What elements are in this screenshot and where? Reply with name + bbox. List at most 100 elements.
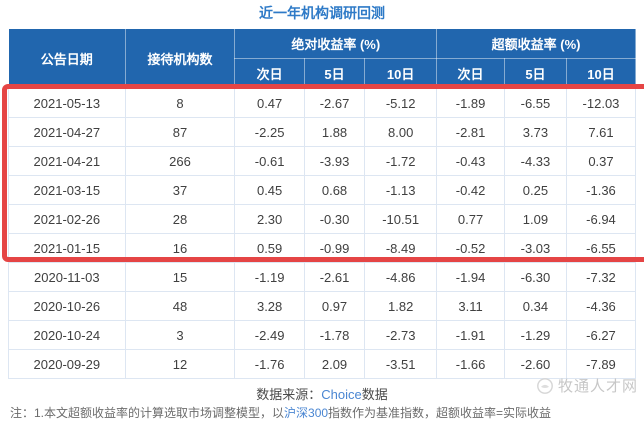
cell-date: 2020-09-29	[8, 349, 126, 379]
cell-value: -2.60	[503, 349, 567, 379]
cell-count: 8	[124, 88, 236, 118]
cell-count: 266	[124, 146, 236, 176]
cell-value: 0.97	[303, 291, 366, 321]
table-row: 2020-10-24 3 -2.49 -1.78 -2.73 -1.91 -1.…	[8, 320, 637, 350]
table-row: 2020-09-29 12 -1.76 2.09 -3.51 -1.66 -2.…	[8, 349, 637, 379]
cell-value: -3.93	[303, 146, 366, 176]
data-source-suffix: 数据	[361, 387, 388, 402]
header-group-absolute-return: 绝对收益率 (%)	[234, 28, 438, 59]
cell-date: 2021-05-13	[8, 88, 126, 118]
cell-value: -2.67	[303, 88, 366, 118]
subheader-exc-next-day: 次日	[436, 58, 505, 89]
cell-value: -6.94	[565, 204, 637, 234]
cell-value: -1.94	[436, 262, 505, 292]
cell-value: 0.45	[234, 175, 305, 205]
table-row: 2021-03-15 37 0.45 0.68 -1.13 -0.42 0.25…	[8, 175, 637, 205]
cell-date: 2020-11-03	[8, 262, 126, 292]
subheader-abs-next-day: 次日	[234, 58, 305, 89]
watermark: 牧通人才网	[536, 375, 638, 396]
header-announce-date: 公告日期	[8, 28, 126, 89]
cell-value: -2.25	[234, 117, 305, 147]
cell-value: 0.77	[436, 204, 505, 234]
cell-value: -1.78	[303, 320, 366, 350]
table-row: 2021-01-15 16 0.59 -0.99 -8.49 -0.52 -3.…	[8, 233, 637, 263]
cell-value: -0.42	[436, 175, 505, 205]
cell-value: -0.43	[436, 146, 505, 176]
cell-value: -6.55	[565, 233, 637, 263]
cell-value: 7.61	[565, 117, 637, 147]
cell-date: 2021-03-15	[8, 175, 126, 205]
cell-value: 3.11	[436, 291, 505, 321]
table-row: 2020-11-03 15 -1.19 -2.61 -4.86 -1.94 -6…	[8, 262, 637, 292]
cell-value: 0.25	[503, 175, 567, 205]
cell-value: -6.27	[565, 320, 637, 350]
cell-value: -1.89	[436, 88, 505, 118]
cell-value: -1.66	[436, 349, 505, 379]
cell-value: 0.37	[565, 146, 637, 176]
watermark-text: 牧通人才网	[557, 378, 638, 395]
cell-value: 0.47	[234, 88, 305, 118]
table-row: 2021-04-27 87 -2.25 1.88 8.00 -2.81 3.73…	[8, 117, 637, 147]
cell-value: -4.36	[565, 291, 637, 321]
table-row: 2021-05-13 8 0.47 -2.67 -5.12 -1.89 -6.5…	[8, 88, 637, 118]
header-group-excess-return: 超额收益率 (%)	[436, 28, 636, 59]
cell-value: 1.82	[364, 291, 438, 321]
table-header: 公告日期 接待机构数 绝对收益率 (%) 超额收益率 (%) 次日 5日 10日…	[8, 28, 637, 89]
cell-value: -3.51	[364, 349, 438, 379]
footnote: 注：1.本文超额收益率的计算选取市场调整模型，以沪深300指数作为基准指数，超额…	[10, 404, 644, 421]
table-row: 2021-02-26 28 2.30 -0.30 -10.51 0.77 1.0…	[8, 204, 637, 234]
cell-value: -0.52	[436, 233, 505, 263]
table-row: 2020-10-26 48 3.28 0.97 1.82 3.11 0.34 -…	[8, 291, 637, 321]
cell-value: -4.86	[364, 262, 438, 292]
cell-value: -1.19	[234, 262, 305, 292]
cell-value: -2.61	[303, 262, 366, 292]
data-source-prefix: 数据来源：	[256, 387, 322, 402]
cell-value: -2.73	[364, 320, 438, 350]
cell-date: 2021-02-26	[8, 204, 126, 234]
cell-value: 2.09	[303, 349, 366, 379]
cell-value: -0.61	[234, 146, 305, 176]
subheader-abs-10-day: 10日	[364, 58, 438, 89]
cell-value: 8.00	[364, 117, 438, 147]
backtest-table-container: 公告日期 接待机构数 绝对收益率 (%) 超额收益率 (%) 次日 5日 10日…	[2, 28, 644, 379]
header-institution-count: 接待机构数	[124, 28, 236, 89]
cell-date: 2020-10-24	[8, 320, 126, 350]
cell-value: -1.29	[503, 320, 567, 350]
cell-value: -10.51	[364, 204, 438, 234]
data-source-line: 数据来源：Choice数据	[0, 385, 644, 405]
cell-value: 0.34	[503, 291, 567, 321]
backtest-table: 公告日期 接待机构数 绝对收益率 (%) 超额收益率 (%) 次日 5日 10日…	[8, 28, 637, 379]
cell-count: 87	[124, 117, 236, 147]
data-source-link[interactable]: Choice	[321, 387, 362, 402]
cell-value: -1.91	[436, 320, 505, 350]
subheader-exc-10-day: 10日	[565, 58, 637, 89]
cell-date: 2021-04-21	[8, 146, 126, 176]
cell-count: 28	[124, 204, 236, 234]
cell-date: 2020-10-26	[8, 291, 126, 321]
cell-count: 12	[124, 349, 236, 379]
cell-value: 1.09	[503, 204, 567, 234]
cell-date: 2021-01-15	[8, 233, 126, 263]
cell-value: -1.76	[234, 349, 305, 379]
watermark-logo-icon	[536, 377, 554, 395]
cell-value: -5.12	[364, 88, 438, 118]
table-row: 2021-04-21 266 -0.61 -3.93 -1.72 -0.43 -…	[8, 146, 637, 176]
subheader-abs-5-day: 5日	[303, 58, 366, 89]
cell-value: -1.13	[364, 175, 438, 205]
cell-value: -0.30	[303, 204, 366, 234]
page-title: 近一年机构调研回测	[259, 5, 385, 21]
cell-value: 1.88	[303, 117, 366, 147]
cell-count: 37	[124, 175, 236, 205]
cell-value: -3.03	[503, 233, 567, 263]
table-body: 2021-05-13 8 0.47 -2.67 -5.12 -1.89 -6.5…	[8, 88, 637, 379]
cell-value: -2.49	[234, 320, 305, 350]
cell-value: -8.49	[364, 233, 438, 263]
cell-value: -7.32	[565, 262, 637, 292]
footnote-index-link[interactable]: 沪深300	[284, 406, 329, 420]
cell-value: 2.30	[234, 204, 305, 234]
cell-value: -7.89	[565, 349, 637, 379]
cell-count: 3	[124, 320, 236, 350]
cell-value: 3.73	[503, 117, 567, 147]
footnote-suffix: 指数作为基准指数，超额收益率=实际收益	[328, 406, 552, 420]
